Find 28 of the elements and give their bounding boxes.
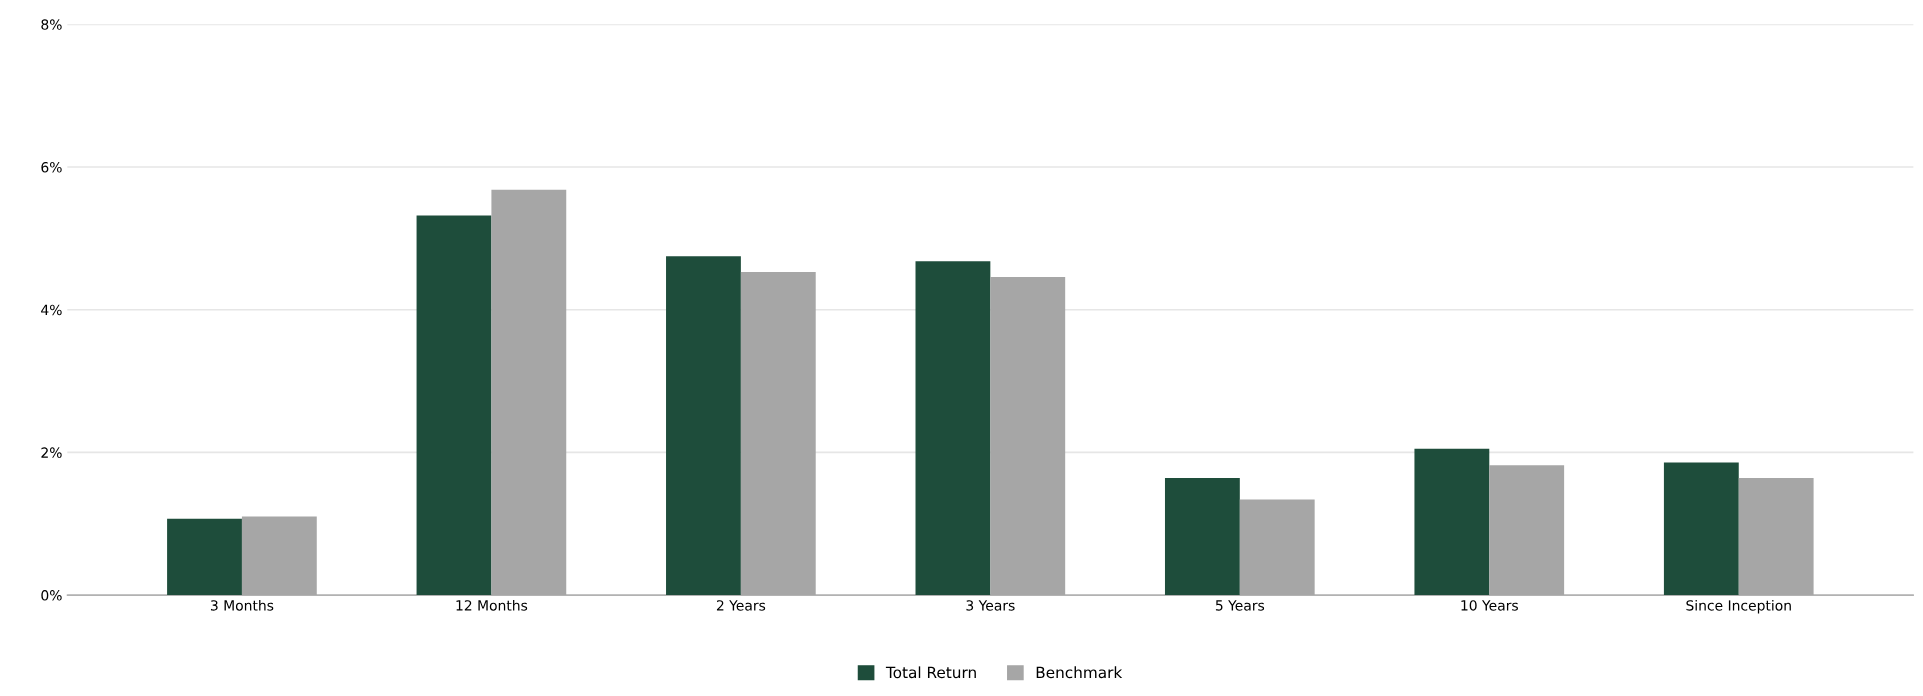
y-tick-label: 6% <box>41 162 62 173</box>
bar <box>740 271 816 596</box>
y-tick-label: 0% <box>41 590 62 601</box>
legend-label: Total Return <box>885 666 976 679</box>
bar <box>1414 448 1490 596</box>
bar <box>1663 462 1739 596</box>
bar <box>491 189 567 596</box>
y-tick-label: 8% <box>41 19 62 30</box>
bar <box>1239 499 1315 596</box>
bar <box>990 276 1066 596</box>
legend-label: Benchmark <box>1036 666 1123 679</box>
bar <box>666 256 741 596</box>
bar <box>1738 478 1814 596</box>
x-tick-label: 5 Years <box>1215 600 1265 611</box>
bar <box>416 215 492 596</box>
bar <box>167 518 242 596</box>
bar <box>1164 478 1240 596</box>
y-tick-label: 2% <box>41 447 62 458</box>
x-tick-label: 10 Years <box>1461 600 1518 611</box>
x-tick-label: 3 Months <box>210 599 274 611</box>
bar <box>915 261 991 596</box>
x-tick-label: 3 Years <box>966 600 1015 611</box>
bar <box>1489 465 1565 596</box>
x-tick-label: 2 Years <box>716 600 766 611</box>
bar <box>241 516 317 596</box>
y-tick-label: 4% <box>41 304 62 316</box>
x-tick-label: 12 Months <box>456 599 528 611</box>
x-tick-label: Since Inception <box>1686 599 1791 614</box>
